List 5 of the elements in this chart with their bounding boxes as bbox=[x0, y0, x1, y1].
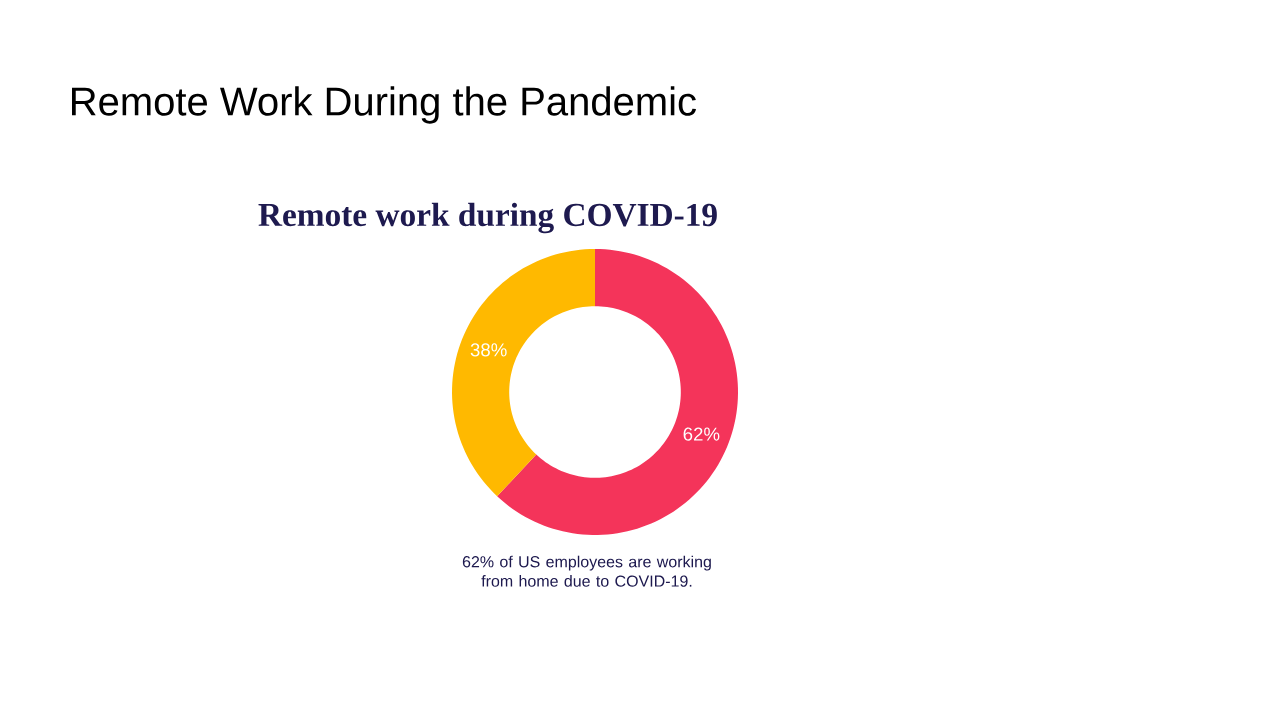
text: 62% of US employees are working from home due to COVID-19. bbox=[462, 555, 711, 587]
data-label: 38% bbox=[470, 343, 507, 357]
data-label: 62% bbox=[683, 427, 720, 441]
chart-title: Remote Work During the Pandemic bbox=[72, 86, 696, 124]
chart-subtitle: Remote work during COVID-19 bbox=[258, 202, 717, 234]
